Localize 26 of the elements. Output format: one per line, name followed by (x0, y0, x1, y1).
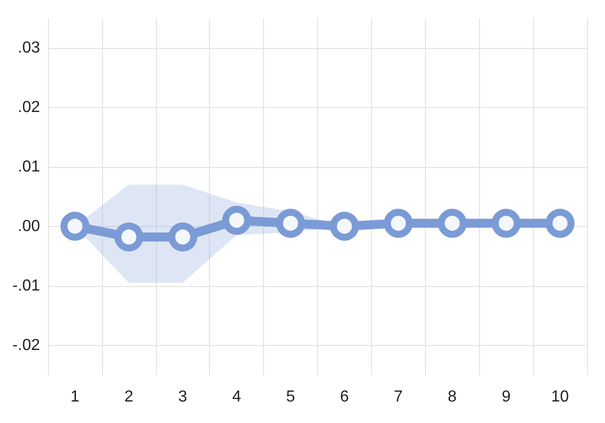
point (492, 208, 521, 238)
x-tick-label: 5 (286, 388, 296, 406)
point (60, 212, 90, 241)
y-tick-label: .02 (18, 98, 40, 116)
point (330, 212, 359, 241)
x-tick-label: 1 (70, 388, 80, 406)
y-tick-label: .00 (18, 218, 40, 235)
point (222, 206, 252, 235)
y-tick-label: -.01 (12, 277, 40, 294)
y-tick-label: .03 (18, 39, 40, 56)
x-tick-label: 4 (232, 388, 242, 406)
point (114, 222, 144, 252)
x-tick-label: 7 (394, 388, 403, 406)
x-tick-label: 6 (340, 388, 349, 406)
x-tick-label: 8 (448, 388, 457, 406)
x-tick-label: 3 (178, 388, 188, 406)
point (276, 208, 306, 238)
x-tick-label: 2 (124, 388, 134, 406)
point (546, 208, 575, 238)
point (168, 222, 198, 252)
point (438, 208, 467, 238)
x-tick-label: 10 (551, 388, 570, 406)
point (384, 208, 413, 238)
y-tick-label: .01 (18, 158, 40, 176)
x-tick-label: 9 (502, 388, 511, 406)
y-tick-label: -.02 (12, 336, 40, 354)
